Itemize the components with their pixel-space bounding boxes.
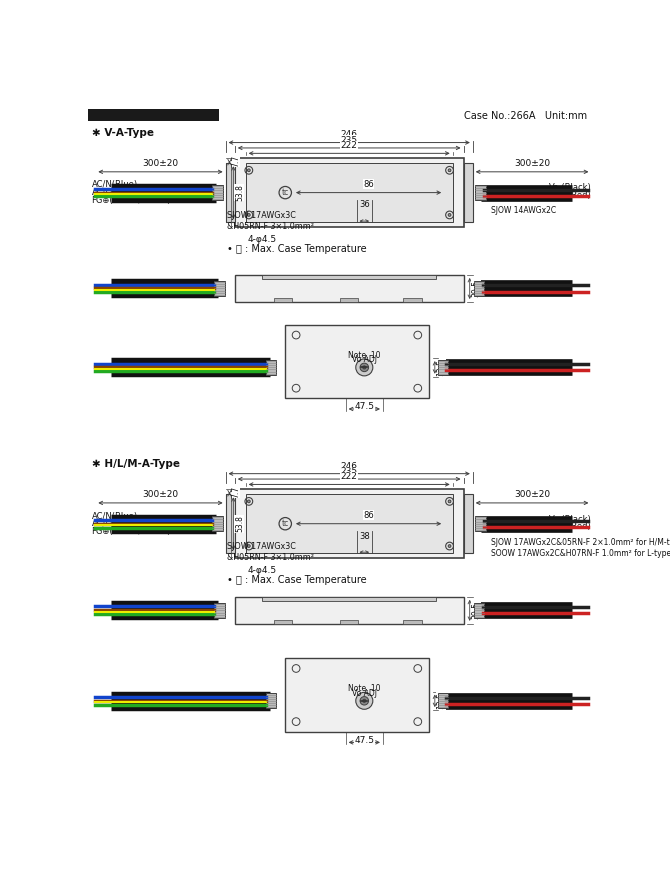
Bar [262, 275, 436, 279]
Text: FG⊕(Green/Yellow): FG⊕(Green/Yellow) [92, 196, 171, 205]
Text: tc: tc [281, 519, 289, 528]
Text: 13.5: 13.5 [436, 359, 446, 376]
Bar [340, 298, 358, 302]
Circle shape [448, 545, 451, 547]
Text: Vo-(Black): Vo-(Black) [549, 515, 592, 524]
Text: AC/N(Blue): AC/N(Blue) [92, 180, 137, 189]
Text: 53.8: 53.8 [235, 184, 244, 201]
Text: 36: 36 [359, 201, 370, 209]
Circle shape [448, 500, 451, 502]
Text: Case No.:266A   Unit:mm: Case No.:266A Unit:mm [464, 111, 587, 121]
Circle shape [247, 545, 250, 547]
Bar [226, 164, 235, 222]
Bar [474, 603, 484, 618]
Circle shape [362, 366, 366, 369]
Text: 246: 246 [340, 130, 358, 139]
Bar [235, 597, 464, 624]
Circle shape [362, 700, 366, 702]
Bar [235, 489, 464, 558]
Bar [212, 516, 223, 532]
Text: 7.7: 7.7 [231, 155, 240, 166]
Text: SJOW 17AWGx2C&05RN-F 2×1.0mm² for H/M-type
SOOW 17AWGx2C&H07RN-F 1.0mm² for L-ty: SJOW 17AWGx2C&05RN-F 2×1.0mm² for H/M-ty… [490, 538, 670, 558]
Bar [464, 495, 473, 553]
Bar [474, 281, 484, 297]
Text: 86: 86 [363, 511, 374, 520]
Text: Vo ADJ: Vo ADJ [352, 356, 377, 364]
Text: AC/L(Brown): AC/L(Brown) [92, 519, 143, 528]
Text: Note. 10: Note. 10 [348, 684, 381, 693]
Text: 300±20: 300±20 [514, 490, 550, 499]
Bar [214, 603, 225, 618]
Text: 4-φ4.5: 4-φ4.5 [247, 235, 277, 244]
Text: Vo+(Red): Vo+(Red) [551, 191, 592, 200]
Text: 300±20: 300±20 [143, 490, 178, 499]
Text: 222: 222 [341, 473, 358, 481]
Text: ✱ H/L/M-A-Type: ✱ H/L/M-A-Type [92, 458, 180, 469]
Text: AC/L(Brown): AC/L(Brown) [92, 188, 143, 197]
Circle shape [356, 693, 373, 709]
Bar [438, 360, 448, 375]
Text: ✱ V-A-Type: ✱ V-A-Type [92, 128, 153, 137]
Text: 13.5: 13.5 [436, 693, 446, 709]
Text: 47.5: 47.5 [354, 736, 375, 744]
Text: SJOW 14AWGx2C: SJOW 14AWGx2C [490, 207, 555, 216]
Text: 39.5: 39.5 [471, 280, 480, 297]
Text: 39.5: 39.5 [471, 602, 480, 619]
Circle shape [448, 214, 451, 216]
Text: 235: 235 [340, 467, 358, 476]
Text: MECHANICAL SPECIFICATION: MECHANICAL SPECIFICATION [90, 111, 270, 121]
Text: 300±20: 300±20 [143, 159, 178, 168]
Bar [88, 108, 219, 121]
Bar [475, 516, 486, 532]
Circle shape [360, 363, 368, 371]
Circle shape [247, 500, 250, 502]
Text: 300±20: 300±20 [514, 159, 550, 168]
Bar [285, 325, 429, 398]
Bar [266, 360, 276, 375]
Text: Note. 10: Note. 10 [348, 350, 381, 360]
Circle shape [247, 169, 250, 172]
Bar [273, 298, 292, 302]
Text: 38: 38 [359, 532, 370, 540]
Text: Vo ADJ: Vo ADJ [352, 689, 377, 698]
Bar [403, 620, 421, 624]
Bar [438, 693, 448, 708]
Text: FG⊕(Green/Yellow): FG⊕(Green/Yellow) [92, 527, 171, 536]
Bar [235, 158, 464, 227]
Text: 86: 86 [363, 180, 374, 188]
Circle shape [448, 169, 451, 172]
Text: 53.8: 53.8 [235, 516, 244, 532]
Text: SJOW 17AWGx3C
&H05RN-F 3×1.0mm²: SJOW 17AWGx3C &H05RN-F 3×1.0mm² [227, 542, 314, 562]
Text: • Ⓣ : Max. Case Temperature: • Ⓣ : Max. Case Temperature [227, 244, 366, 254]
Text: 222: 222 [341, 142, 358, 150]
Text: • Ⓣ : Max. Case Temperature: • Ⓣ : Max. Case Temperature [227, 576, 366, 585]
Bar [262, 597, 436, 601]
Text: Vo+(Red): Vo+(Red) [551, 523, 592, 532]
Text: Vo-(Black): Vo-(Black) [549, 184, 592, 193]
Bar [273, 620, 292, 624]
Circle shape [247, 214, 250, 216]
Bar [226, 495, 235, 553]
Text: 7.7: 7.7 [231, 486, 240, 498]
Bar [246, 495, 453, 553]
Bar [340, 620, 358, 624]
Circle shape [356, 359, 373, 376]
Text: SJOW 17AWGx3C
&H05RN-F 3×1.0mm²: SJOW 17AWGx3C &H05RN-F 3×1.0mm² [227, 211, 314, 231]
Text: 235: 235 [340, 136, 358, 145]
Text: AC/N(Blue): AC/N(Blue) [92, 511, 137, 520]
Text: tc: tc [281, 188, 289, 197]
Bar [464, 164, 473, 222]
Text: 4-φ4.5: 4-φ4.5 [247, 566, 277, 575]
Bar [214, 281, 225, 297]
Bar [285, 658, 429, 731]
Text: 246: 246 [340, 462, 358, 471]
Bar [266, 693, 276, 708]
Bar [475, 185, 486, 201]
Bar [235, 275, 464, 302]
Bar [403, 298, 421, 302]
Circle shape [360, 697, 368, 705]
Text: 47.5: 47.5 [354, 402, 375, 411]
Bar [246, 164, 453, 222]
Bar [212, 185, 223, 201]
